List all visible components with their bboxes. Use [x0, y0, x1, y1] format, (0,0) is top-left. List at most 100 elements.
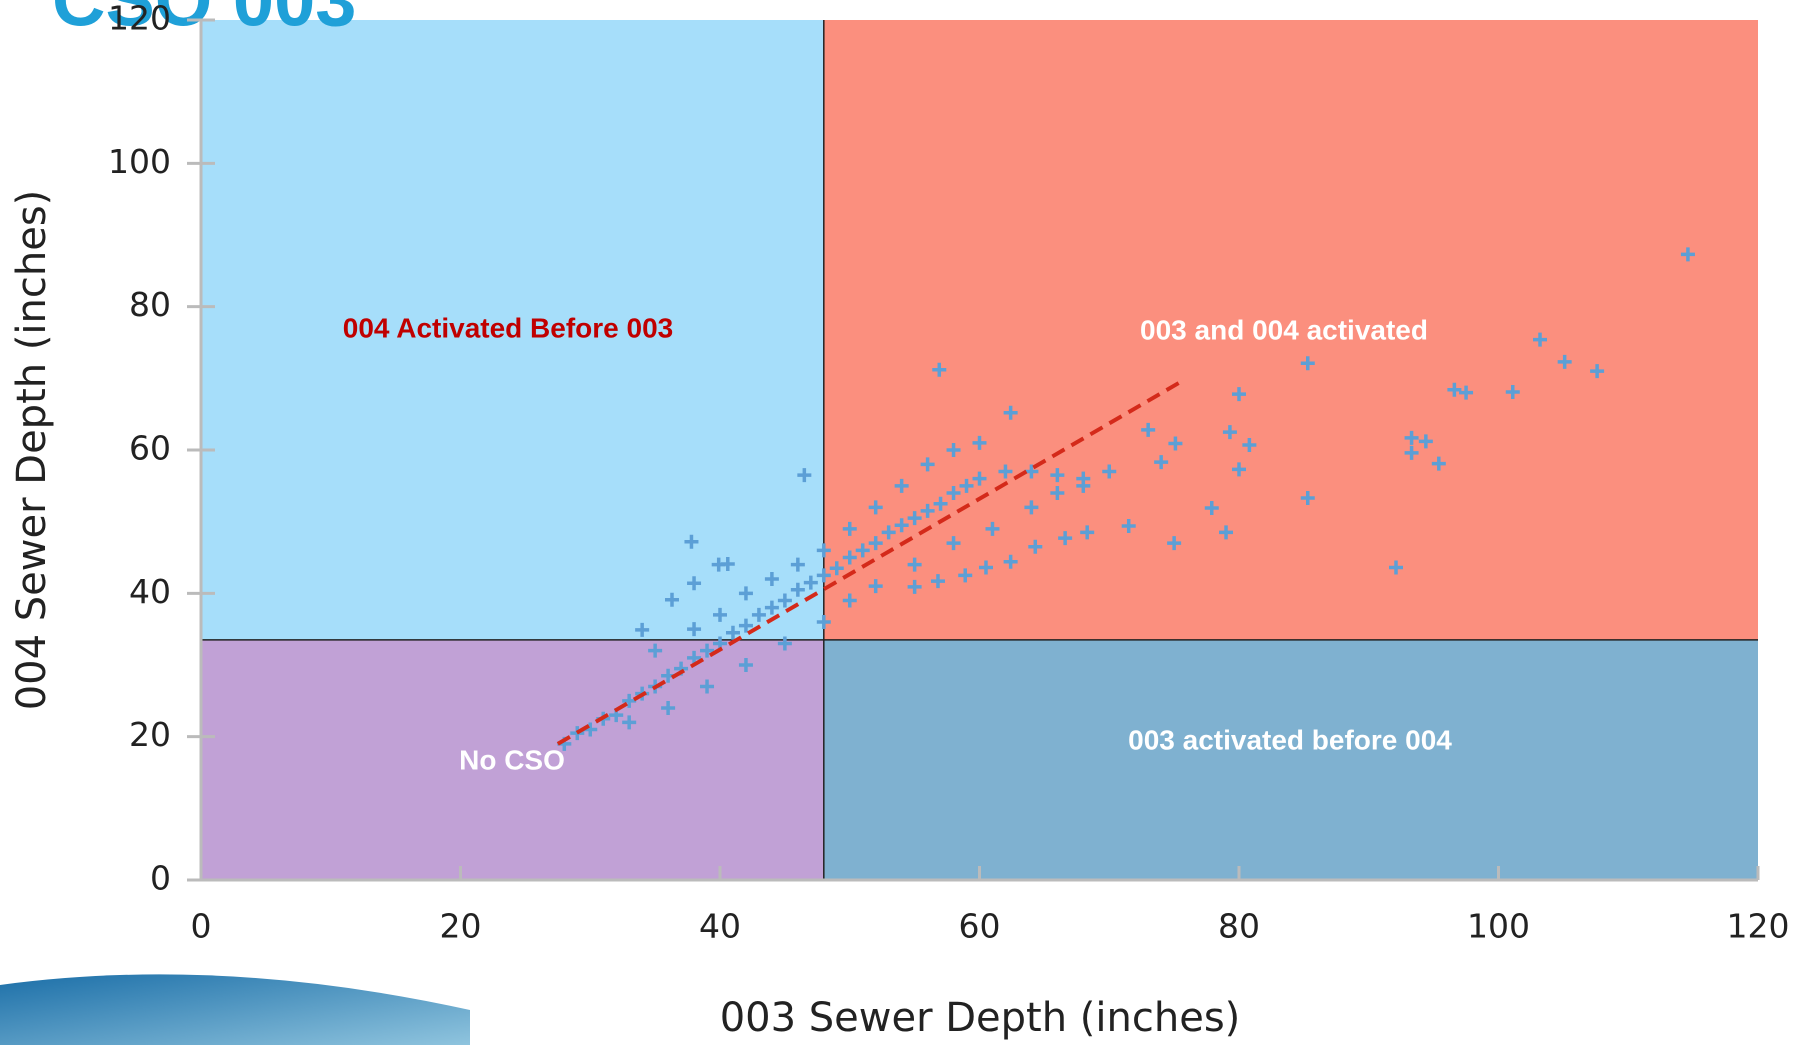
point [946, 536, 961, 551]
point [881, 525, 896, 540]
point [1058, 531, 1073, 546]
point [1028, 539, 1043, 554]
region [823, 20, 1758, 640]
point [661, 701, 676, 715]
point [1300, 491, 1315, 506]
point [894, 478, 909, 493]
point [1050, 486, 1065, 500]
point [920, 503, 935, 518]
x-axis-title: 003 Sewer Depth (inches) [720, 995, 1241, 1041]
y-tick-label: 0 [150, 859, 171, 898]
point [738, 658, 753, 672]
point [920, 457, 935, 472]
point [868, 500, 883, 515]
region-label: 003 activated before 004 [1128, 724, 1452, 755]
x-tick-label: 80 [1218, 907, 1260, 946]
trendline [556, 380, 1182, 746]
x-tick-label: 0 [191, 907, 212, 946]
point [684, 534, 699, 549]
point [738, 586, 753, 601]
point [635, 622, 650, 637]
point [687, 576, 702, 591]
point [1168, 436, 1183, 451]
point [1418, 434, 1433, 449]
point [842, 550, 857, 565]
point [1154, 455, 1169, 470]
point [1222, 425, 1237, 440]
y-tick-label: 60 [129, 429, 171, 468]
point [777, 593, 792, 608]
point [1024, 464, 1039, 479]
point [1389, 560, 1403, 575]
point [933, 496, 948, 511]
point [829, 561, 844, 576]
point [868, 536, 883, 551]
y-tick-label: 120 [108, 0, 171, 38]
point [1533, 332, 1548, 347]
y-axis-title: 004 Sewer Depth (inches) [9, 190, 55, 711]
point [1459, 385, 1474, 400]
region [201, 20, 824, 640]
point [803, 575, 818, 590]
point [1003, 405, 1018, 420]
point [725, 625, 740, 640]
point [1102, 464, 1117, 479]
point [1024, 500, 1039, 515]
point [1300, 356, 1315, 371]
y-tick-label: 40 [129, 572, 171, 611]
point [972, 435, 987, 450]
point [1076, 478, 1091, 493]
point [790, 582, 805, 597]
point [622, 715, 637, 730]
point [842, 593, 857, 608]
point [1404, 445, 1419, 460]
point [777, 636, 792, 651]
point [972, 471, 987, 486]
point [998, 464, 1013, 479]
point [1050, 468, 1065, 483]
decorative-wave [0, 974, 470, 1045]
region-label: 004 Activated Before 003 [343, 312, 673, 343]
x-tick-label: 20 [440, 907, 482, 946]
point [713, 607, 727, 622]
point [946, 486, 961, 500]
point [1003, 554, 1018, 569]
x-tick-label: 100 [1467, 907, 1530, 946]
point [1080, 525, 1095, 540]
point [711, 557, 726, 572]
point [907, 579, 922, 594]
point [1431, 456, 1446, 471]
point [985, 521, 1000, 536]
point [816, 543, 831, 558]
point [1232, 387, 1246, 402]
point [907, 511, 922, 526]
point [738, 618, 753, 633]
point [842, 521, 857, 536]
region [201, 639, 824, 880]
point [1404, 430, 1419, 445]
point [1590, 364, 1605, 379]
point [855, 543, 870, 558]
point [1447, 382, 1462, 397]
x-tick-label: 60 [959, 907, 1001, 946]
point [958, 568, 973, 583]
point [648, 643, 663, 658]
point [959, 478, 974, 493]
y-tick-label: 80 [129, 285, 171, 324]
y-tick-label: 100 [108, 142, 171, 181]
point [1505, 384, 1520, 399]
point [790, 557, 805, 572]
point [868, 579, 883, 594]
point [622, 693, 637, 708]
point [932, 362, 947, 377]
point [764, 572, 779, 586]
point [1167, 536, 1182, 551]
x-tick-label: 120 [1727, 907, 1790, 946]
point [687, 622, 702, 637]
point [751, 607, 766, 622]
region [823, 639, 1758, 880]
point [764, 600, 779, 615]
point [894, 518, 909, 533]
